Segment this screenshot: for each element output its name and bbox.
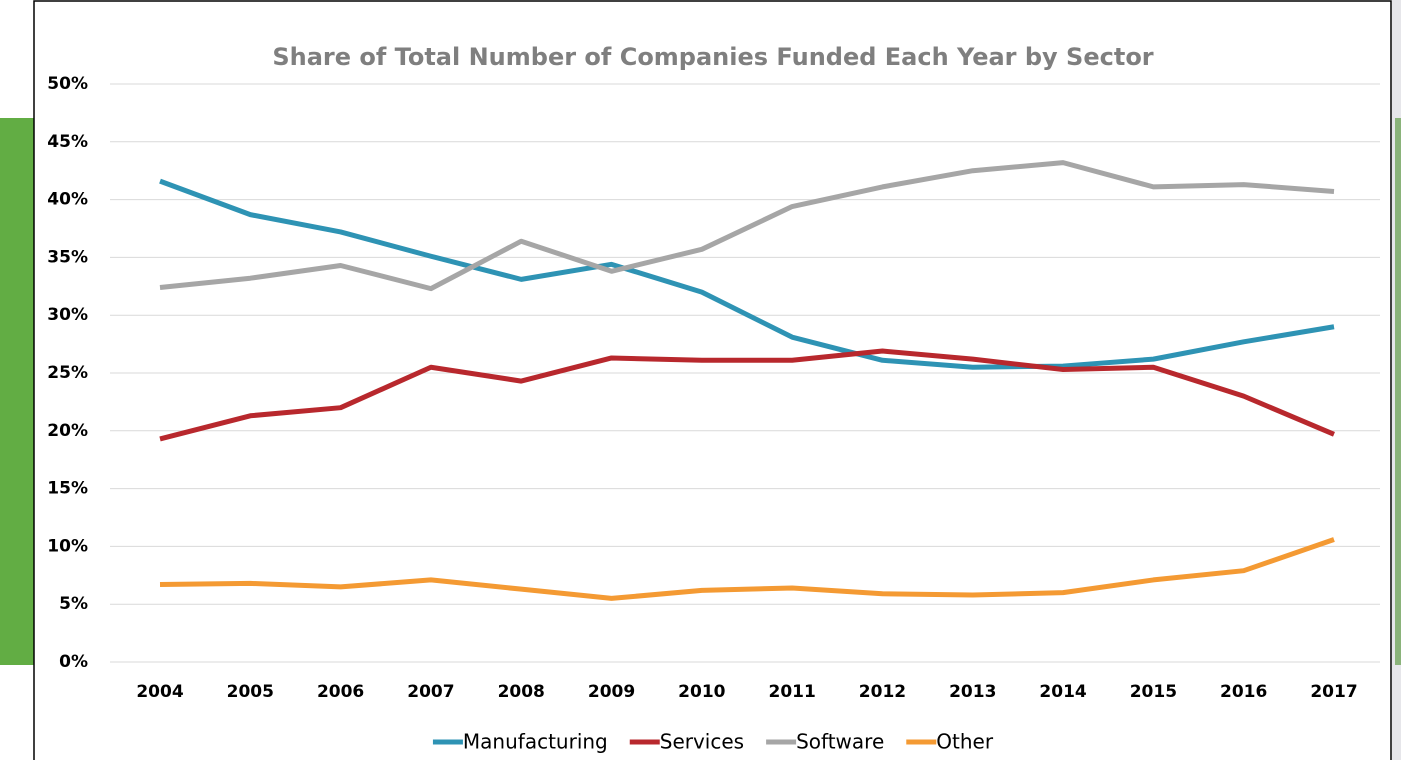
y-tick-label: 35%	[47, 247, 88, 267]
legend-label: Software	[796, 730, 884, 754]
x-tick-label: 2015	[1130, 682, 1177, 702]
y-tick-label: 20%	[47, 421, 88, 441]
decor-bar	[0, 118, 34, 665]
x-tick-label: 2006	[317, 682, 364, 702]
y-tick-label: 40%	[47, 190, 88, 210]
legend-label: Manufacturing	[463, 730, 608, 754]
y-tick-label: 10%	[47, 536, 88, 556]
x-tick-label: 2016	[1220, 682, 1267, 702]
decor-bar	[1395, 118, 1401, 665]
y-tick-label: 45%	[47, 132, 88, 152]
x-tick-label: 2005	[227, 682, 274, 702]
x-tick-label: 2007	[407, 682, 454, 702]
x-tick-label: 2004	[136, 682, 183, 702]
y-tick-label: 15%	[47, 479, 88, 499]
x-tick-label: 2014	[1039, 682, 1086, 702]
x-tick-label: 2017	[1310, 682, 1357, 702]
y-tick-label: 5%	[59, 594, 88, 614]
chart-title: Share of Total Number of Companies Funde…	[272, 43, 1153, 71]
series-line	[159, 160, 1335, 292]
x-tick-label: 2008	[498, 682, 545, 702]
series-line	[159, 178, 1335, 370]
x-tick-label: 2010	[678, 682, 725, 702]
x-tick-label: 2013	[949, 682, 996, 702]
y-tick-label: 50%	[47, 74, 88, 94]
x-tick-label: 2011	[768, 682, 815, 702]
x-tick-label: 2012	[859, 682, 906, 702]
series-line	[159, 537, 1335, 601]
y-tick-label: 0%	[59, 652, 88, 672]
x-tick-label: 2009	[588, 682, 635, 702]
legend-label: Services	[660, 730, 744, 754]
chart-frame	[33, 0, 1392, 760]
y-tick-label: 25%	[47, 363, 88, 383]
legend-label: Other	[936, 730, 994, 754]
series-line	[159, 348, 1335, 442]
y-tick-label: 30%	[47, 305, 88, 325]
